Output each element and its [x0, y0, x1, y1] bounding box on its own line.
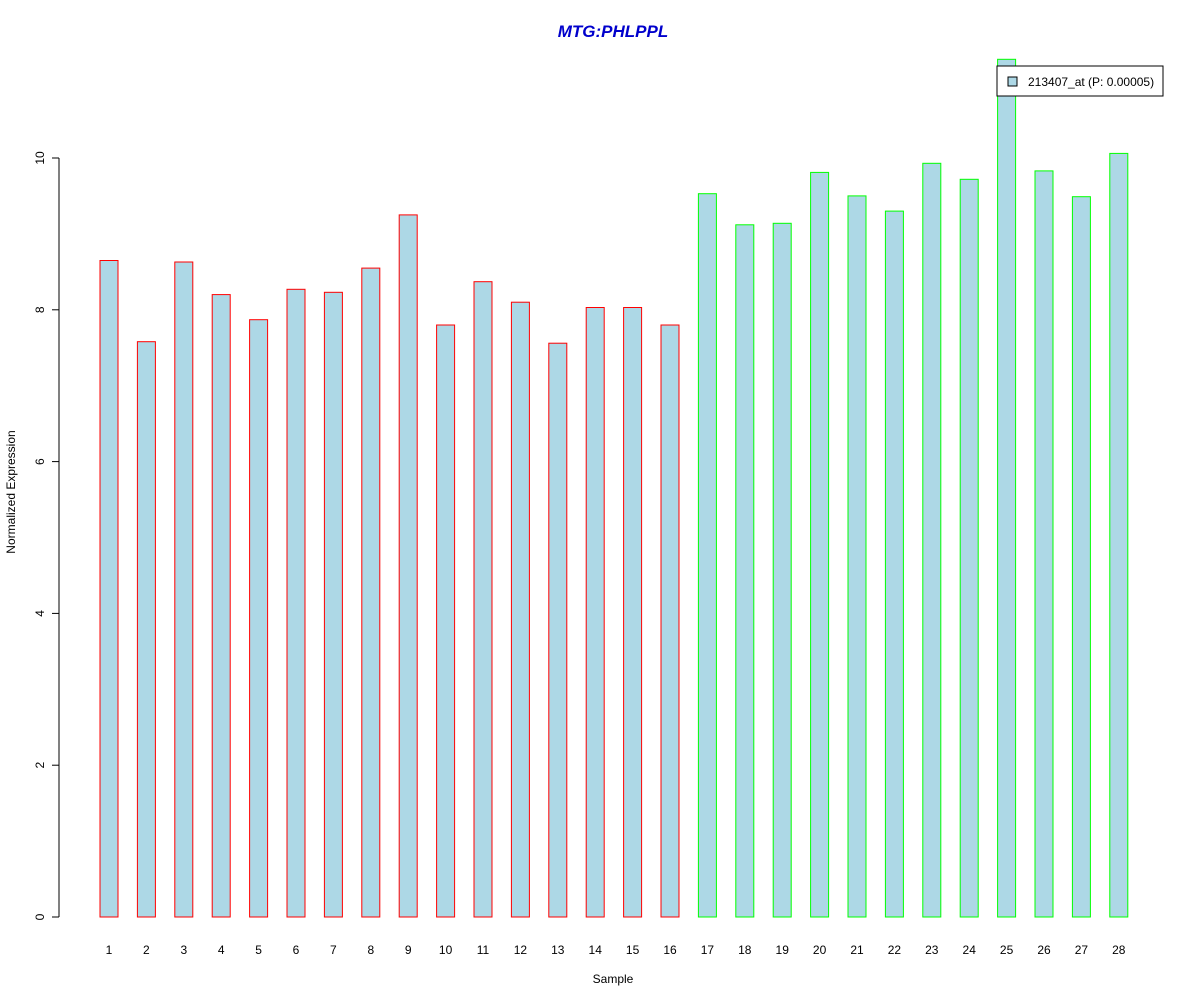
x-tick-label: 6: [293, 943, 300, 957]
x-tick-label: 7: [330, 943, 337, 957]
x-tick-label: 16: [663, 943, 677, 957]
x-tick-label: 15: [626, 943, 640, 957]
bar-sample-12: [510, 301, 530, 918]
x-tick-label: 12: [514, 943, 528, 957]
x-tick-label: 13: [551, 943, 565, 957]
x-tick-label: 8: [367, 943, 374, 957]
bar-sample-25: [997, 58, 1017, 918]
bar-sample-1: [99, 260, 119, 918]
bar-sample-21: [847, 195, 867, 918]
x-tick-label: 2: [143, 943, 150, 957]
bar-sample-24: [959, 178, 979, 918]
bar-sample-18: [735, 224, 755, 918]
bars: [99, 58, 1129, 918]
bar-sample-19: [772, 222, 792, 918]
legend: 213407_at (P: 0.00005): [996, 65, 1164, 97]
x-tick-label: 22: [888, 943, 902, 957]
legend-box: [996, 65, 1164, 97]
x-tick-label: 10: [439, 943, 453, 957]
y-axis: 0 2 4 6 8 10: [33, 151, 60, 920]
x-tick-label: 14: [589, 943, 603, 957]
bar-sample-2: [136, 341, 156, 918]
bar-sample-23: [922, 162, 942, 918]
legend-label: 213407_at (P: 0.00005): [1028, 75, 1154, 89]
bar-sample-22: [884, 210, 904, 918]
x-tick-label: 27: [1075, 943, 1089, 957]
y-tick-label: 8: [33, 306, 47, 313]
bar-sample-15: [623, 307, 643, 918]
bar-sample-9: [398, 214, 418, 918]
bar-sample-7: [323, 291, 343, 918]
x-tick-label: 23: [925, 943, 939, 957]
x-tick-label: 21: [850, 943, 864, 957]
bar-sample-3: [174, 261, 194, 918]
bar-sample-4: [211, 294, 231, 918]
bar-sample-8: [361, 267, 381, 918]
bar-sample-27: [1071, 196, 1091, 918]
x-tick-labels: 1 2 3 4 5 6 7 8 9 10 11 12 13 14 15 16 17 18 19 20 21 22 23 24 2…: [106, 943, 1126, 957]
y-tick-label: 2: [33, 762, 47, 769]
y-tick-label: 4: [33, 610, 47, 617]
x-tick-label: 3: [180, 943, 187, 957]
x-tick-label: 26: [1037, 943, 1051, 957]
bar-sample-10: [436, 324, 456, 918]
y-axis-label: Normalized Expression: [4, 430, 18, 553]
bar-sample-16: [660, 324, 680, 918]
x-tick-label: 11: [477, 943, 490, 957]
x-tick-label: 18: [738, 943, 752, 957]
x-axis-label: Sample: [593, 972, 634, 986]
bar-sample-17: [697, 193, 717, 918]
bar-sample-26: [1034, 170, 1054, 918]
x-tick-label: 5: [255, 943, 262, 957]
x-tick-label: 4: [218, 943, 225, 957]
x-tick-label: 20: [813, 943, 827, 957]
bar-sample-13: [548, 342, 568, 918]
bar-sample-11: [473, 281, 493, 918]
chart-title: MTG:PHLPPL: [558, 22, 669, 41]
x-tick-label: 9: [405, 943, 412, 957]
x-tick-label: 28: [1112, 943, 1126, 957]
y-tick-label: 6: [33, 458, 47, 465]
x-tick-label: 17: [701, 943, 715, 957]
x-tick-label: 25: [1000, 943, 1014, 957]
x-tick-label: 1: [106, 943, 113, 957]
x-tick-label: 19: [776, 943, 790, 957]
bar-sample-28: [1109, 152, 1129, 918]
y-tick-label: 0: [33, 913, 47, 920]
bar-sample-20: [810, 171, 830, 918]
y-tick-label: 10: [33, 151, 47, 165]
legend-swatch: [1007, 76, 1018, 87]
bar-sample-14: [585, 307, 605, 918]
x-tick-label: 24: [963, 943, 977, 957]
bar-sample-6: [286, 288, 306, 918]
bar-sample-5: [249, 319, 269, 918]
